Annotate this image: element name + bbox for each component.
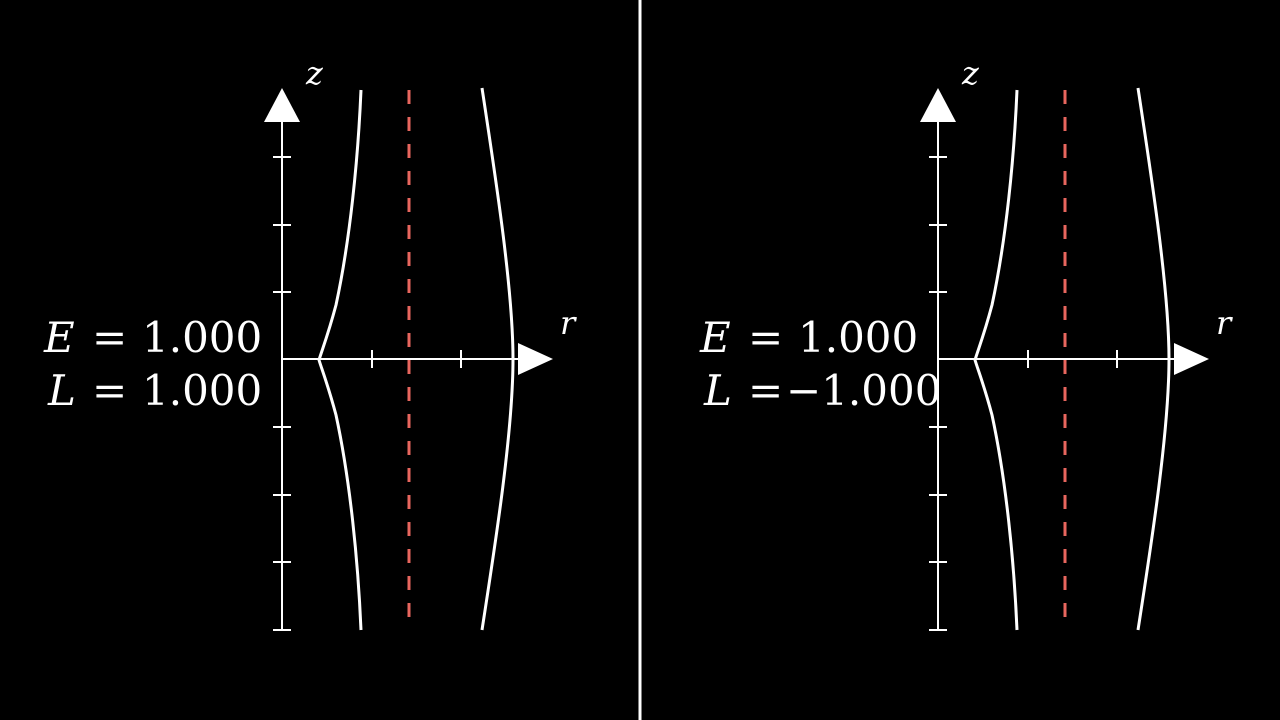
z-axis-arrowhead — [264, 88, 300, 122]
equation-block: E = 1.000 L = −1.000 — [699, 313, 941, 415]
e-value: 1.000 — [798, 313, 918, 362]
left-panel: E = 1.000 L = 1.000 — [43, 54, 577, 631]
r-ticks — [371, 350, 462, 368]
equation-block: E = 1.000 L = 1.000 — [43, 313, 262, 415]
z-axis-arrowhead — [920, 88, 956, 122]
right-panel: E = 1.000 L = −1.000 — [699, 54, 1233, 631]
e-equals: = — [748, 313, 783, 362]
e-var: E — [699, 313, 731, 362]
e-value: 1.000 — [142, 313, 262, 362]
l-equals: = — [92, 366, 127, 415]
inner-boundary-curve — [317, 89, 363, 631]
outer-boundary-curve — [480, 87, 515, 631]
r-axis-arrowhead — [518, 343, 553, 375]
axes: z r — [920, 54, 1233, 631]
z-ticks — [273, 156, 291, 631]
l-value: 1.000 — [142, 366, 262, 415]
l-value: −1.000 — [786, 366, 941, 415]
e-var: E — [43, 313, 75, 362]
l-var: L — [47, 366, 76, 415]
outer-boundary-curve — [1136, 87, 1171, 631]
axes: z r — [264, 54, 577, 631]
z-axis-label: z — [305, 54, 324, 92]
l-var: L — [703, 366, 732, 415]
r-axis-label: r — [560, 304, 577, 342]
r-axis-label: r — [1216, 304, 1233, 342]
r-ticks — [1027, 350, 1118, 368]
e-equals: = — [92, 313, 127, 362]
inner-boundary-curve — [973, 89, 1019, 631]
z-axis-label: z — [961, 54, 980, 92]
r-axis-arrowhead — [1174, 343, 1209, 375]
z-ticks — [929, 156, 947, 631]
l-equals: = — [748, 366, 783, 415]
